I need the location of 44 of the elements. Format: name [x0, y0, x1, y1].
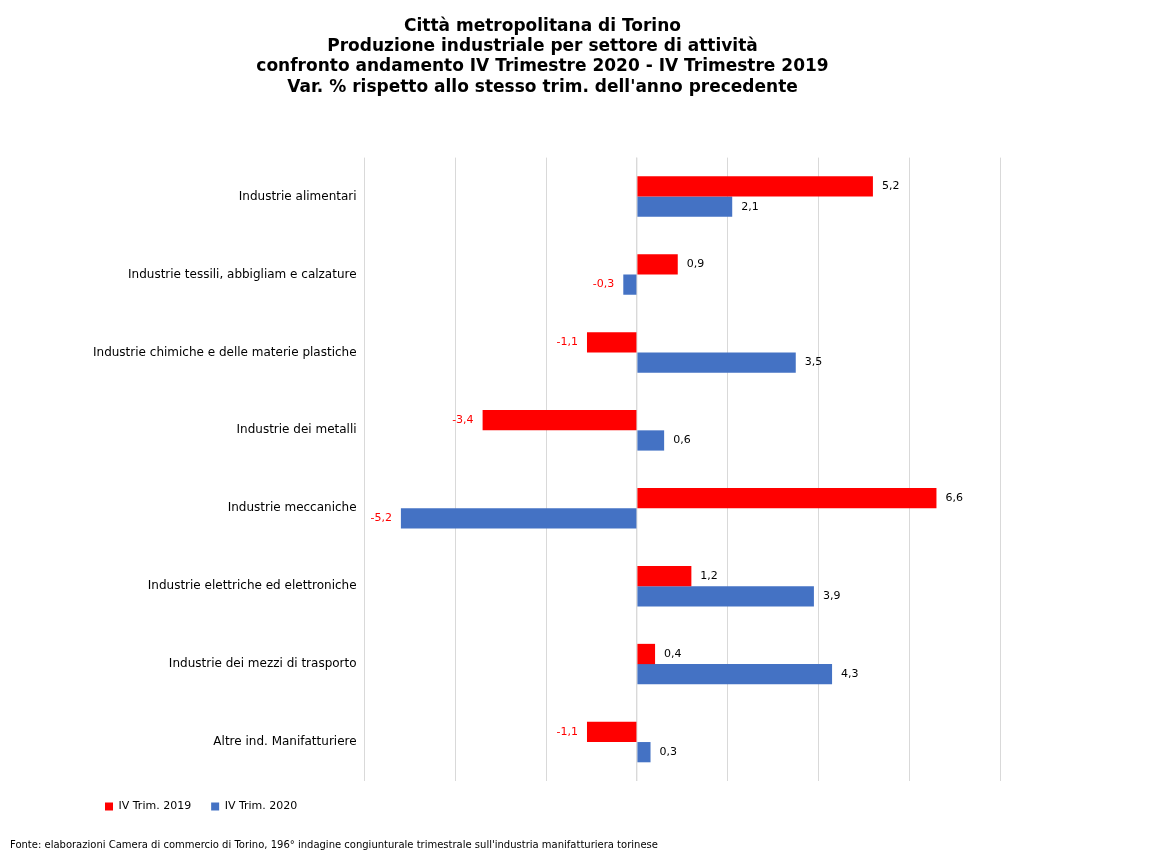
data-label: 0,3 — [659, 745, 678, 759]
bar — [637, 565, 692, 587]
y-tick-label: Industrie chimiche e delle materie plastiche — [93, 344, 357, 359]
data-label: 0,6 — [673, 433, 691, 447]
data-label: 5,2 — [881, 179, 900, 193]
data-label: -1,1 — [556, 724, 578, 738]
data-label: 3,5 — [804, 355, 823, 369]
bar — [637, 488, 937, 509]
bar — [637, 664, 833, 685]
y-tick-label: Industrie tessili, abbigliam e calzature — [128, 266, 357, 281]
data-label: -0,3 — [592, 277, 615, 291]
chart-title: Città metropolitana di Torino Produzione industriale per settore di attività confronto andamento IV Trimestre 2020 - IV Trimestre 2019 Var. % rispetto allo stesso trim. dell'anno precedente — [256, 14, 829, 96]
data-label: 3,9 — [822, 589, 841, 603]
legend-label: IV Trim. 2019 — [118, 799, 192, 813]
data-label: -3,4 — [452, 413, 474, 427]
source-note: Fonte: elaborazioni Camera di commercio di Torino, 196° indagine congiunturale trimestrale sull'industria manifatturiera torinese — [10, 838, 658, 850]
y-tick-label: Altre ind. Manifatturiere — [213, 734, 357, 749]
bar — [586, 332, 637, 353]
data-label: 1,2 — [700, 568, 718, 582]
data-label: 0,4 — [664, 646, 682, 660]
y-tick-label: Industrie dei mezzi di trasporto — [168, 656, 357, 671]
y-tick-label: Industrie alimentari — [238, 188, 357, 203]
bar — [586, 721, 637, 743]
bar — [637, 586, 814, 607]
bar — [400, 508, 637, 529]
bar — [637, 176, 873, 197]
bar — [637, 196, 733, 217]
bar — [637, 742, 651, 763]
data-label: 4,3 — [841, 667, 859, 681]
data-label: 2,1 — [741, 199, 759, 213]
bar — [637, 352, 796, 373]
bar — [623, 274, 637, 295]
y-tick-label: Industrie dei metalli — [236, 422, 357, 437]
bar — [482, 410, 637, 431]
data-label: -1,1 — [556, 335, 578, 349]
legend-label: IV Trim. 2020 — [224, 799, 298, 813]
bar — [637, 254, 678, 275]
y-tick-label: Industrie meccaniche — [227, 500, 357, 515]
bar — [637, 643, 656, 665]
y-tick-label: Industrie elettriche ed elettroniche — [147, 578, 357, 593]
data-label: 0,9 — [686, 257, 705, 271]
data-label: -5,2 — [370, 511, 392, 525]
data-label: 6,6 — [945, 490, 963, 504]
bar — [637, 430, 665, 451]
